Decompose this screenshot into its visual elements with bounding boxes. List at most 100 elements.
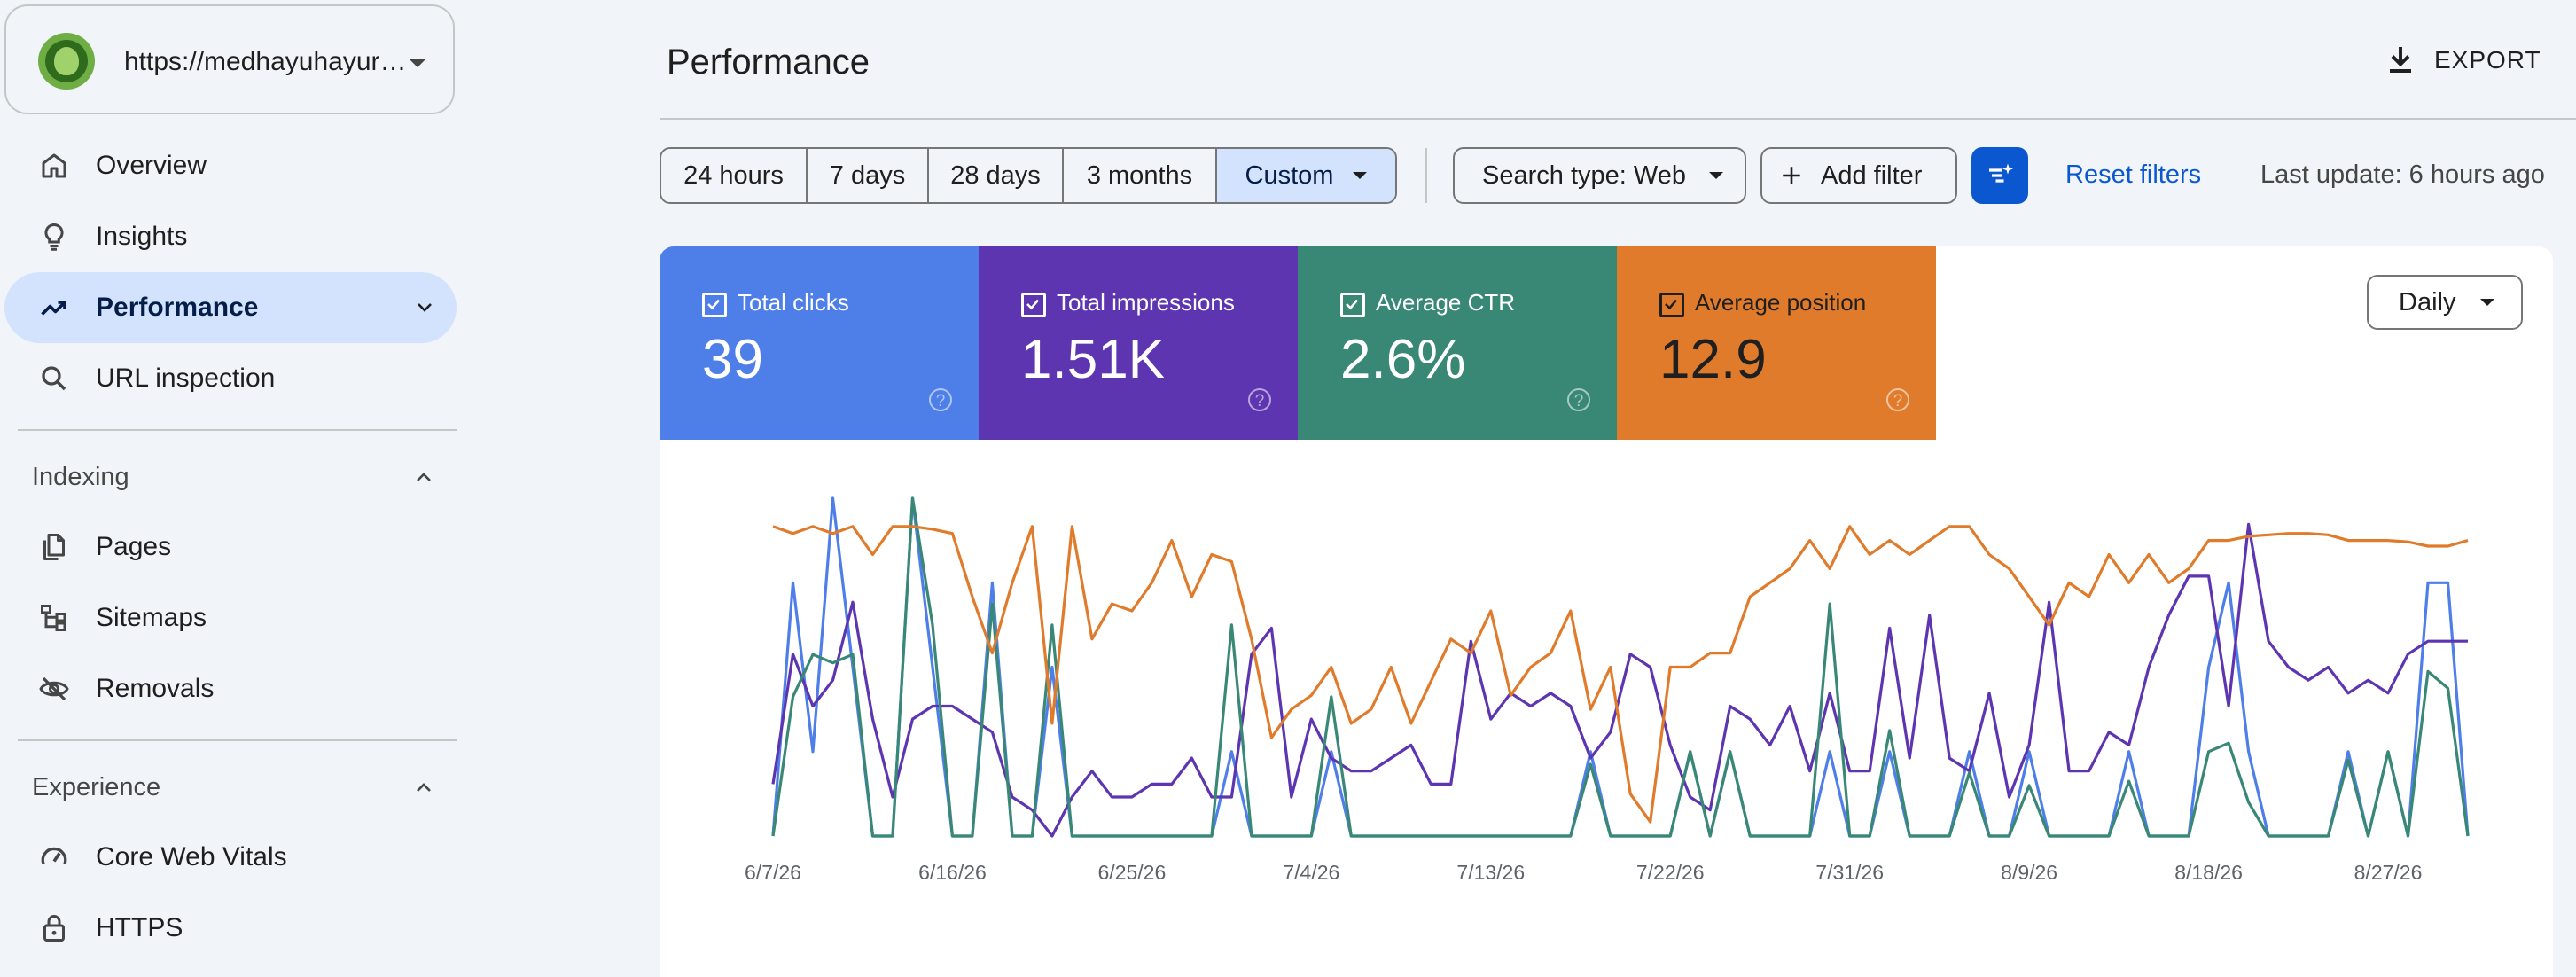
x-tick-label: 7/31/26 — [1815, 861, 1884, 884]
x-tick-label: 7/13/26 — [1456, 861, 1525, 884]
metric-card-average-ctr[interactable]: Average CTR 2.6% ? — [1298, 246, 1617, 440]
checkbox-checked-icon — [702, 293, 727, 317]
checkbox-checked-icon — [1659, 293, 1684, 317]
nav-label: Sitemaps — [96, 603, 207, 632]
export-label: EXPORT — [2434, 46, 2541, 74]
download-icon — [2390, 47, 2411, 73]
range-custom[interactable]: Custom — [1217, 149, 1395, 202]
chevron-down-icon — [418, 303, 432, 312]
nav-label: Insights — [96, 222, 188, 251]
nav-item-removals[interactable]: Removals — [4, 653, 457, 724]
nav-label: Pages — [96, 532, 172, 561]
section-title-experience[interactable]: Experience — [32, 773, 161, 801]
section-title-indexing[interactable]: Indexing — [32, 463, 129, 491]
metric-name: Total clicks — [738, 289, 849, 316]
sidebar-divider — [18, 429, 457, 431]
sitemap-icon — [41, 605, 66, 631]
series-line-average-ctr — [771, 496, 2470, 838]
filter-divider — [1425, 148, 1427, 203]
filter-sparkle-icon — [1989, 163, 2013, 183]
nav-item-sitemaps[interactable]: Sitemaps — [4, 582, 457, 653]
nav-item-core-web-vitals[interactable]: Core Web Vitals — [4, 822, 457, 893]
lock-icon — [43, 915, 65, 942]
chevron-down-icon — [410, 59, 425, 67]
performance-panel: Total clicks 39 ? Total impressions 1.51… — [660, 246, 2553, 977]
range-label: 24 hours — [683, 160, 784, 190]
date-range-group: 24 hours 7 days 28 days 3 months Custom — [660, 147, 1397, 204]
page-title: Performance — [667, 43, 870, 82]
metric-card-total-clicks[interactable]: Total clicks 39 ? — [660, 246, 979, 440]
metric-value: 1.51K — [1021, 329, 1166, 390]
chevron-up-icon[interactable] — [413, 777, 434, 798]
property-url: https://medhayuhayur… — [124, 47, 407, 76]
ai-filter-button[interactable] — [1971, 147, 2028, 204]
series-line-average-position — [772, 525, 2469, 824]
nav-item-overview[interactable]: Overview — [4, 130, 457, 201]
nav-label: URL inspection — [96, 363, 276, 393]
nav-item-insights[interactable]: Insights — [4, 201, 457, 272]
x-tick-label: 8/9/26 — [2001, 861, 2057, 884]
help-icon[interactable]: ? — [1886, 388, 1909, 411]
nav-label: HTTPS — [96, 913, 183, 942]
metric-name: Total impressions — [1057, 289, 1235, 316]
checkbox-checked-icon — [1021, 293, 1046, 317]
metric-value: 2.6% — [1340, 329, 1466, 390]
search-type-label: Search type: Web — [1482, 160, 1686, 190]
x-tick-label: 6/16/26 — [918, 861, 987, 884]
x-tick-label: 7/22/26 — [1636, 861, 1705, 884]
add-filter-label: Add filter — [1821, 160, 1923, 190]
x-tick-label: 7/4/26 — [1283, 861, 1339, 884]
search-type-dropdown[interactable]: Search type: Web — [1453, 147, 1746, 204]
help-icon[interactable]: ? — [1567, 388, 1590, 411]
range-7-days[interactable]: 7 days — [808, 149, 929, 202]
caret-down-icon — [2480, 299, 2495, 306]
nav-item-pages[interactable]: Pages — [4, 512, 457, 582]
range-label: 7 days — [829, 160, 906, 190]
range-label: 28 days — [950, 160, 1041, 190]
metric-card-total-impressions[interactable]: Total impressions 1.51K ? — [979, 246, 1298, 440]
metric-name: Average CTR — [1376, 289, 1516, 316]
header-divider — [660, 118, 2576, 120]
range-label: Custom — [1245, 160, 1334, 190]
range-28-days[interactable]: 28 days — [929, 149, 1064, 202]
nav-label: Removals — [96, 674, 215, 703]
granularity-label: Daily — [2399, 287, 2456, 317]
series-line-total-clicks — [771, 496, 2470, 838]
metric-card-average-position[interactable]: Average position 12.9 ? — [1617, 246, 1936, 440]
range-24-hours[interactable]: 24 hours — [661, 149, 808, 202]
nav-label: Core Web Vitals — [96, 842, 287, 871]
x-tick-label: 6/25/26 — [1098, 861, 1167, 884]
trending-up-icon — [41, 301, 66, 316]
checkbox-checked-icon — [1340, 293, 1365, 317]
chevron-up-icon[interactable] — [413, 466, 434, 488]
range-label: 3 months — [1086, 160, 1193, 190]
nav-item-performance[interactable]: Performance — [4, 272, 457, 343]
range-3-months[interactable]: 3 months — [1064, 149, 1217, 202]
plus-icon — [1783, 167, 1800, 184]
metric-value: 39 — [702, 329, 763, 390]
granularity-dropdown[interactable]: Daily — [2367, 275, 2523, 330]
search-icon — [42, 366, 66, 391]
help-icon[interactable]: ? — [1248, 388, 1271, 411]
last-update-text: Last update: 6 hours ago — [2260, 160, 2545, 189]
metric-name: Average position — [1695, 289, 1867, 316]
reset-filters-link[interactable]: Reset filters — [2065, 160, 2202, 189]
nav-label: Performance — [96, 293, 259, 322]
series-line-total-impressions — [771, 522, 2468, 838]
nav-item-https[interactable]: HTTPS — [4, 893, 457, 964]
site-logo — [38, 33, 95, 90]
sidebar-divider — [18, 739, 457, 741]
nav-label: Overview — [96, 151, 207, 180]
x-tick-label: 8/18/26 — [2174, 861, 2243, 884]
export-button[interactable]: EXPORT — [2385, 39, 2541, 82]
lightbulb-icon — [44, 223, 64, 251]
nav-item-url-inspection[interactable]: URL inspection — [4, 343, 457, 414]
property-selector[interactable]: https://medhayuhayur… — [4, 4, 455, 114]
performance-chart: 6/7/26 6/16/26 6/25/26 7/4/26 7/13/26 7/22/26… — [745, 496, 2470, 884]
metric-value: 12.9 — [1659, 329, 1767, 390]
add-filter-button[interactable]: Add filter — [1760, 147, 1957, 204]
caret-down-icon — [1708, 172, 1723, 179]
x-tick-label: 6/7/26 — [745, 861, 801, 884]
help-icon[interactable]: ? — [929, 388, 952, 411]
caret-down-icon — [1353, 172, 1368, 179]
